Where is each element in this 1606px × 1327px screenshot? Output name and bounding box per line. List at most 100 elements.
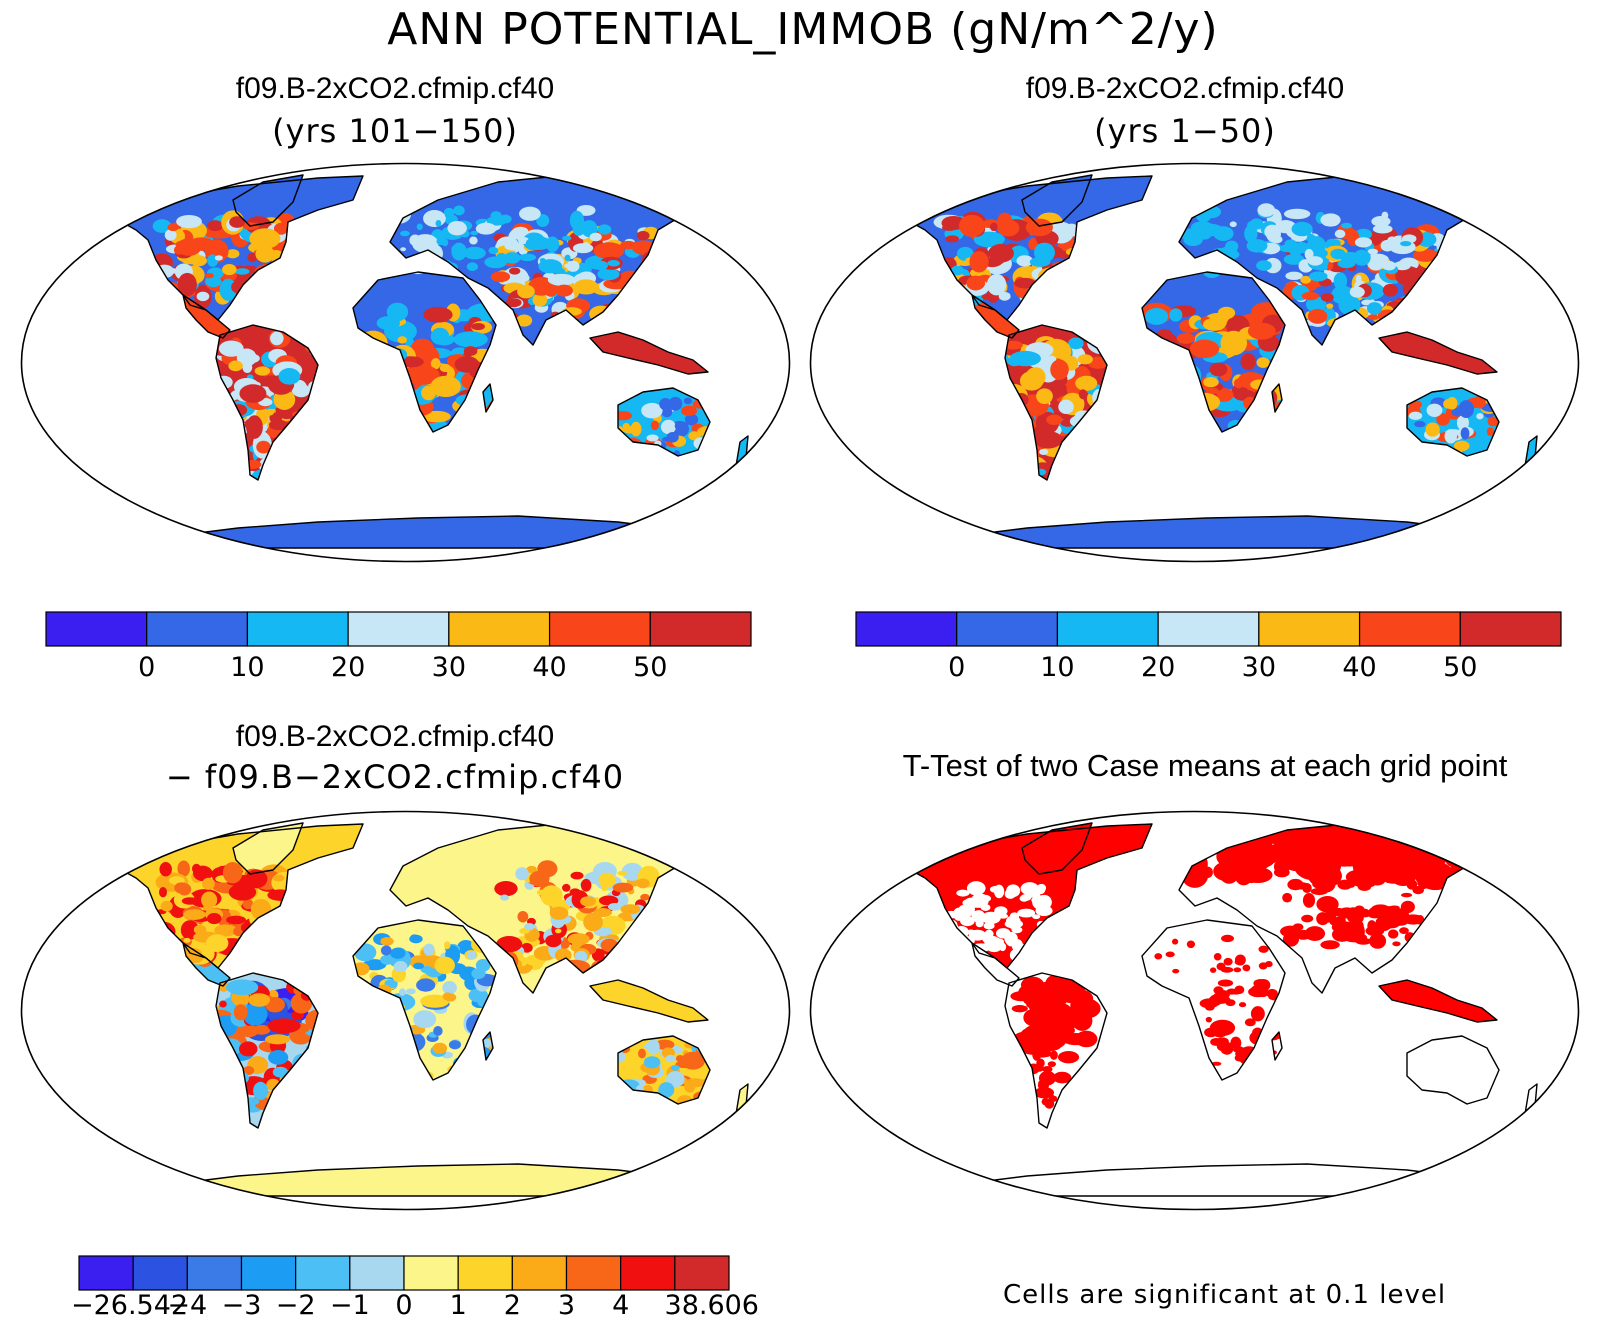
field-patch — [574, 950, 588, 963]
coastline-indonesia — [589, 979, 709, 1023]
field-patch — [242, 1002, 268, 1026]
field-patch — [1468, 840, 1491, 859]
field-patch — [1369, 875, 1386, 886]
field-patch — [1369, 933, 1387, 949]
coastline-madagascar — [1271, 1031, 1283, 1061]
field-patch — [1356, 822, 1371, 827]
field-patch — [181, 897, 199, 905]
field-patch — [1250, 1006, 1265, 1022]
field-patch — [636, 878, 650, 889]
colorbar-swatch — [1258, 611, 1361, 647]
field-patch — [950, 265, 964, 276]
field-patch — [1439, 832, 1466, 848]
colorbar-swatch — [511, 1255, 568, 1291]
field-patch — [1475, 849, 1491, 860]
field-patch — [998, 913, 1009, 919]
field-patch — [214, 255, 223, 261]
field-patch — [580, 896, 596, 907]
field-patch — [1215, 1037, 1229, 1046]
field-patch — [1165, 951, 1175, 958]
field-patch — [1366, 822, 1392, 832]
field-patch — [242, 1065, 255, 1076]
field-patch — [1014, 1031, 1042, 1046]
field-patch — [176, 214, 202, 229]
field-patch — [567, 933, 590, 945]
field-patch — [1145, 308, 1169, 325]
field-patch — [1382, 260, 1396, 271]
colorbar-case2 — [855, 611, 1562, 647]
field-patch — [400, 230, 410, 237]
field-patch — [1316, 912, 1330, 926]
field-patch — [239, 384, 267, 403]
land-greenland — [1022, 175, 1092, 226]
field-patch — [420, 965, 433, 974]
field-patch — [1309, 271, 1328, 282]
field-patch — [225, 979, 259, 996]
field-patch — [668, 396, 683, 411]
ttest-footnote: Cells are significant at 0.1 level — [1003, 1280, 1447, 1310]
field-patch — [1041, 1050, 1052, 1057]
field-patch — [242, 362, 253, 373]
field-patch — [989, 222, 998, 232]
colorbar-tick-label: −1 — [329, 1290, 370, 1321]
colorbar-tick-label: −2 — [275, 1290, 316, 1321]
coastline-africa — [352, 271, 497, 433]
coastline-indonesia — [1378, 331, 1498, 375]
field-patch — [218, 340, 244, 357]
field-patch — [1285, 271, 1303, 281]
field-patch — [942, 224, 957, 231]
field-patch — [981, 911, 1001, 925]
field-patch — [490, 271, 511, 283]
colorbar-swatch — [448, 611, 551, 647]
field-patch — [1077, 354, 1093, 365]
field-patch — [1266, 988, 1278, 999]
field-patch — [1047, 1061, 1057, 1068]
field-patch — [475, 222, 497, 235]
field-patch — [1315, 263, 1328, 271]
field-patch — [447, 220, 467, 236]
field-patch — [1019, 895, 1029, 902]
field-patch — [486, 216, 507, 226]
field-patch — [1380, 239, 1395, 252]
field-patch — [620, 904, 641, 915]
field-patch — [1280, 853, 1291, 863]
field-patch — [1009, 350, 1041, 367]
field-patch — [1280, 925, 1301, 938]
field-patch — [1401, 892, 1413, 898]
field-patch — [1429, 869, 1449, 882]
field-patch — [1435, 845, 1450, 855]
field-patch — [1426, 403, 1443, 418]
field-patch — [1275, 220, 1297, 234]
colorbar-tick-label: 0 — [948, 652, 966, 683]
field-patch — [582, 242, 590, 250]
field-patch — [1033, 430, 1063, 449]
field-patch — [555, 284, 573, 297]
field-patch — [674, 421, 688, 431]
field-patch — [966, 881, 986, 896]
coastline-australia — [1406, 1035, 1500, 1105]
field-patch — [246, 415, 263, 439]
field-patch — [1414, 420, 1426, 428]
field-patch — [1393, 260, 1411, 271]
field-patch — [1212, 1028, 1227, 1038]
colorbar-tick-label: 50 — [633, 652, 668, 683]
field-patch — [442, 981, 457, 995]
field-patch — [1234, 954, 1246, 966]
field-patch — [1205, 1016, 1212, 1023]
field-patch — [594, 260, 608, 271]
field-patch — [988, 243, 1014, 263]
field-patch — [1186, 940, 1196, 949]
coastline-africa — [352, 919, 497, 1081]
colorbar-swatch — [1056, 611, 1159, 647]
field-patch — [1436, 413, 1450, 426]
coastline-greenland — [1021, 174, 1093, 227]
field-patch — [1244, 224, 1258, 243]
field-patch — [1367, 248, 1378, 255]
field-patch — [1154, 953, 1163, 960]
field-patch — [1289, 247, 1303, 256]
field-patch — [1445, 845, 1462, 858]
field-patch — [397, 336, 407, 344]
field-patch — [434, 956, 455, 975]
field-patch — [1437, 832, 1473, 855]
field-patch — [1347, 927, 1357, 936]
